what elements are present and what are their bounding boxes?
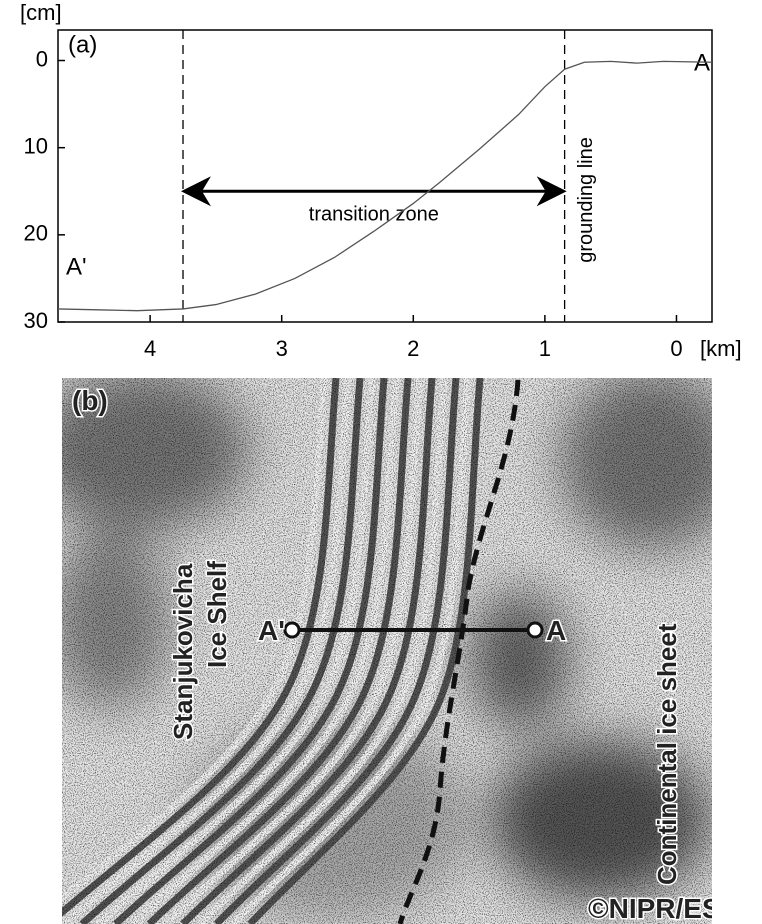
- y-tick-label: 0: [36, 46, 48, 71]
- point-label: A: [694, 49, 710, 76]
- x-tick-label: 3: [276, 336, 288, 361]
- point-label: A': [66, 253, 87, 280]
- panel-label: (a): [68, 31, 97, 58]
- grounding-line: [397, 379, 521, 924]
- x-tick-label: 2: [407, 336, 419, 361]
- data-line: [57, 60, 713, 312]
- image-noise: [62, 378, 712, 924]
- x-tick-label: 1: [539, 336, 551, 361]
- region-label: Stanjukovicha: [168, 563, 198, 740]
- panel-b: A' A (b) Stanjukovicha Ice Shelf Contine…: [62, 378, 741, 924]
- region-label: Ice Shelf: [202, 561, 232, 668]
- y-tick-label: 20: [24, 221, 48, 246]
- y-tick-label: 10: [24, 133, 48, 158]
- plot-frame: [57, 29, 713, 323]
- panel-label: (b): [72, 385, 108, 416]
- profile-label: A: [546, 615, 566, 646]
- x-tick-label: 0: [670, 336, 682, 361]
- profile-label: A': [258, 615, 285, 646]
- profile-end: [526, 621, 544, 639]
- profile-end: [283, 621, 301, 639]
- x-tick-label: 4: [144, 336, 156, 361]
- y-tick-label: 30: [24, 308, 48, 333]
- region-label: Continental ice sheet: [652, 623, 682, 885]
- y-axis-label: [cm]: [20, 0, 62, 25]
- x-axis-label: [km]: [700, 336, 742, 361]
- arrow-label: transition zone: [309, 204, 439, 226]
- reference-label: grounding line: [575, 137, 597, 263]
- credit: ©NIPR/ESA: [588, 893, 741, 924]
- panel-a: [cm] [km] (a) A' A 4 3 2 1 00102030grounding…: [20, 0, 742, 361]
